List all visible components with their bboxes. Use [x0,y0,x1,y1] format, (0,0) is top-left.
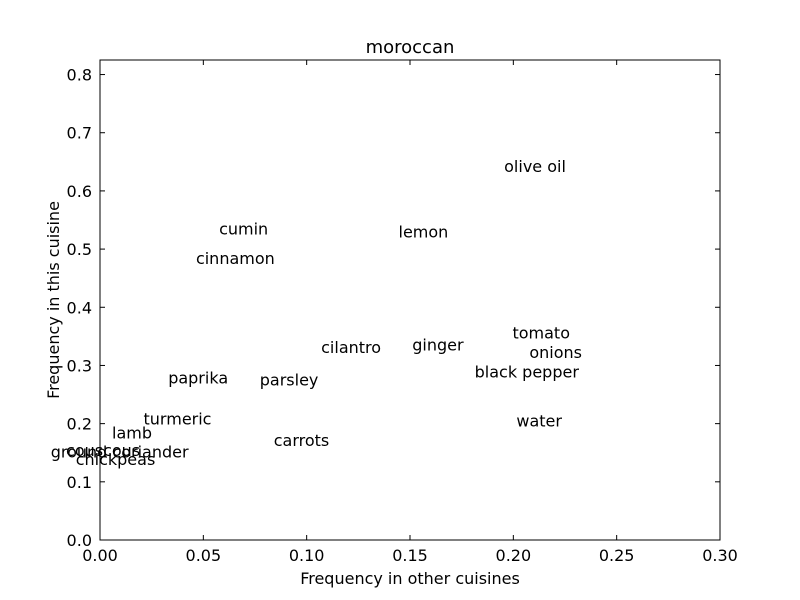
point-label: cinnamon [196,249,275,268]
axis-ticks: 0.00 0.05 0.10 0.15 0.20 0.25 0.30 0.0 0.1 0.2 0.3… [67,60,738,565]
point-label: tomato [512,323,570,342]
point-label: cumin [219,220,268,239]
y-tick-label: 0.2 [67,415,92,434]
point-label: black pepper [475,362,580,381]
y-tick-label: 0.7 [67,124,92,143]
y-tick-label: 0.1 [67,473,92,492]
point-label: ginger [412,336,464,355]
x-tick-label: 0.00 [82,546,118,565]
point-label: paprika [168,369,228,388]
plot-frame [99,59,721,541]
x-tick-label: 0.25 [599,546,635,565]
point-label: lamb [112,423,152,442]
y-tick-label: 0.5 [67,240,92,259]
point-label: turmeric [144,409,212,428]
y-axis-label: Frequency in this cuisine [44,201,63,399]
y-tick-label: 0.4 [67,298,92,317]
x-tick-label: 0.05 [186,546,222,565]
point-label: onions [529,343,582,362]
chart-title: moroccan [366,37,455,58]
point-label: parsley [260,370,319,389]
x-tick-label: 0.30 [702,546,738,565]
point-label: water [516,412,562,431]
point-label: couscous [66,441,140,460]
point-label: lemon [399,223,449,242]
y-tick-label: 0.0 [67,531,92,550]
point-label: ground coriander [51,443,189,462]
x-tick-label: 0.10 [289,546,325,565]
y-tick-label: 0.6 [67,182,92,201]
point-label: chickpeas [76,450,156,469]
point-label: olive oil [504,157,566,176]
y-tick-label: 0.8 [67,66,92,85]
x-tick-label: 0.15 [392,546,428,565]
y-tick-label: 0.3 [67,356,92,375]
point-label: cilantro [321,338,381,357]
x-axis-label: Frequency in other cuisines [300,569,520,588]
x-tick-label: 0.20 [496,546,532,565]
point-label: carrots [274,431,330,450]
